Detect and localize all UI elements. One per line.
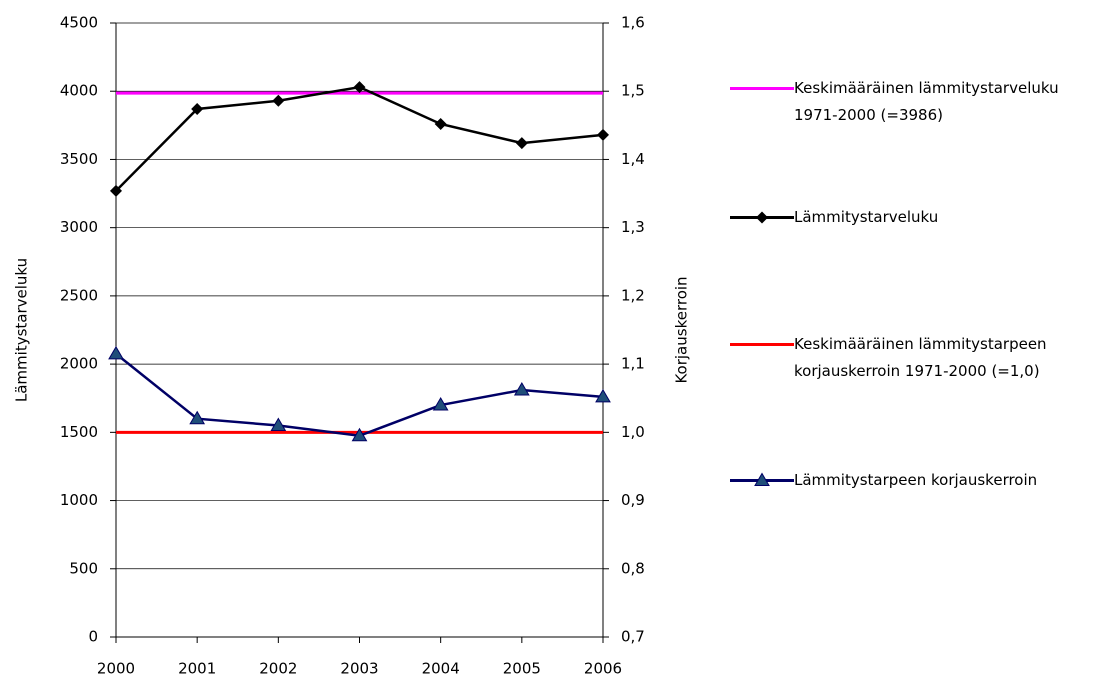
x-tick-label: 2005 — [503, 660, 541, 678]
y-tick-label: 4500 — [60, 14, 98, 32]
point — [108, 345, 124, 360]
legend-marker — [756, 211, 768, 224]
y2-tick-label: 0,7 — [621, 628, 645, 646]
x-tick-label: 2003 — [340, 660, 378, 678]
legend-swatch — [730, 343, 794, 346]
legend-label: Keskimääräinen lämmitystarpeen korjauske… — [794, 335, 1047, 380]
point — [515, 137, 528, 150]
point — [513, 382, 530, 396]
point — [189, 410, 206, 425]
point — [597, 128, 609, 141]
y2-tick-label: 1,0 — [621, 423, 645, 441]
point — [191, 102, 204, 115]
x-tick-label: 2000 — [97, 660, 135, 678]
y-tick-label: 3500 — [60, 150, 98, 168]
legend-entry: Keskimääräinen lämmitystarveluku 1971-20… — [730, 75, 1084, 129]
legend-swatch — [730, 472, 794, 486]
y2-tick-label: 1,2 — [621, 286, 645, 304]
y-tick-label: 500 — [69, 559, 98, 577]
series-line — [115, 352, 604, 438]
y2-tick-label: 1,6 — [621, 14, 645, 32]
y2-tick-label: 0,8 — [621, 559, 645, 577]
y2-tick-label: 1,1 — [621, 355, 645, 373]
legend-swatch — [730, 211, 794, 224]
y-tick-label: 1000 — [60, 491, 98, 509]
point — [110, 184, 122, 197]
legend-label: Lämmitystarpeen korjauskerroin — [794, 471, 1038, 489]
y2-tick-label: 1,4 — [621, 150, 645, 168]
y-tick-label: 2000 — [60, 355, 98, 373]
y-tick-label: 0 — [88, 628, 98, 646]
y-axis-label: Lämmitystarveluku — [13, 258, 31, 402]
legend-entry: Lämmitystarveluku — [730, 204, 1084, 231]
x-tick-label: 2002 — [259, 660, 297, 678]
legend-label: Keskimääräinen lämmitystarveluku 1971-20… — [794, 79, 1059, 124]
y-tick-label: 3000 — [60, 218, 98, 236]
legend-swatch — [730, 87, 794, 90]
y-tick-label: 2500 — [60, 286, 98, 304]
point — [270, 417, 287, 432]
point — [351, 427, 368, 442]
y2-tick-label: 1,5 — [621, 82, 645, 100]
point — [432, 397, 449, 411]
point — [272, 94, 285, 107]
point — [595, 388, 611, 403]
x-tick-label: 2006 — [584, 660, 622, 678]
legend-entry: Lämmitystarpeen korjauskerroin — [730, 467, 1084, 494]
y-tick-label: 4000 — [60, 82, 98, 100]
legend-label: Lämmitystarveluku — [794, 208, 939, 226]
series-line — [115, 85, 604, 192]
point — [353, 81, 366, 94]
x-tick-label: 2004 — [422, 660, 460, 678]
x-tick-label: 2001 — [178, 660, 216, 678]
y2-tick-label: 0,9 — [621, 491, 645, 509]
y-tick-label: 1500 — [60, 423, 98, 441]
point — [434, 117, 447, 130]
y2-tick-label: 1,3 — [621, 218, 645, 236]
legend-marker — [754, 472, 770, 486]
y2-axis-label: Korjauskerroin — [673, 276, 691, 383]
legend-entry: Keskimääräinen lämmitystarpeen korjauske… — [730, 331, 1084, 385]
